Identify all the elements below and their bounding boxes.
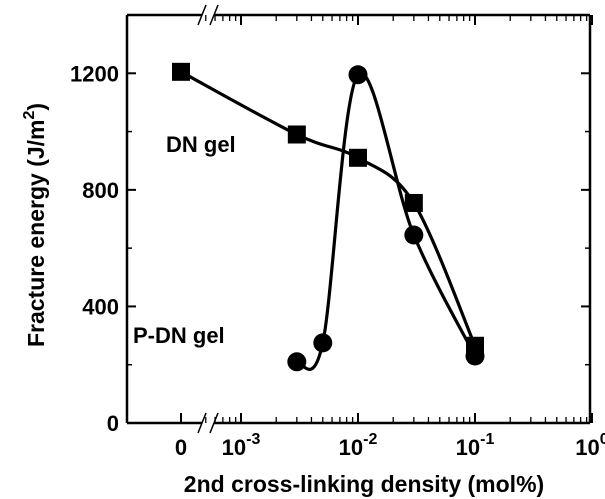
x-axis-break-mark-1 — [197, 412, 207, 434]
y-tick-label-0: 0 — [107, 411, 119, 436]
series-line-p-dn-gel — [295, 71, 477, 371]
x-tick-label--2: 10-2 — [339, 431, 378, 460]
y-axis-title: Fracture energy (J/m2) — [21, 103, 49, 347]
point-dn-gel-2 — [349, 148, 367, 167]
x-tick-label-0: 0 — [175, 435, 187, 460]
curves — [180, 70, 477, 371]
point-p-dn-gel-4 — [465, 346, 485, 366]
axes — [125, 4, 593, 434]
x-tick-label--1: 10-1 — [456, 431, 495, 460]
point-p-dn-gel-0 — [287, 352, 307, 372]
x-tick-label--3: 10-3 — [222, 431, 261, 460]
top-axis-break-mark-2 — [209, 4, 219, 26]
point-p-dn-gel-3 — [404, 225, 424, 245]
annotation-dn-gel: DN gel — [166, 132, 236, 157]
x-tick-label-0: 100 — [575, 431, 605, 460]
point-dn-gel-0 — [172, 62, 190, 81]
labels: DN gel P-DN gel 2nd cross-linking densit… — [21, 61, 605, 497]
point-p-dn-gel-2 — [348, 65, 368, 85]
point-p-dn-gel-1 — [313, 333, 333, 353]
point-dn-gel-3 — [404, 193, 423, 212]
y-tick-label-1200: 1200 — [70, 61, 119, 86]
y-tick-label-400: 400 — [82, 294, 119, 319]
annotation-p-dn-gel: P-DN gel — [133, 323, 225, 348]
x-axis-title: 2nd cross-linking density (mol%) — [184, 471, 544, 497]
y-tick-label-800: 800 — [82, 178, 119, 203]
markers — [172, 62, 485, 372]
point-dn-gel-1 — [287, 125, 306, 144]
top-axis-break-mark-1 — [197, 4, 207, 26]
x-axis-break-mark-2 — [209, 412, 219, 434]
